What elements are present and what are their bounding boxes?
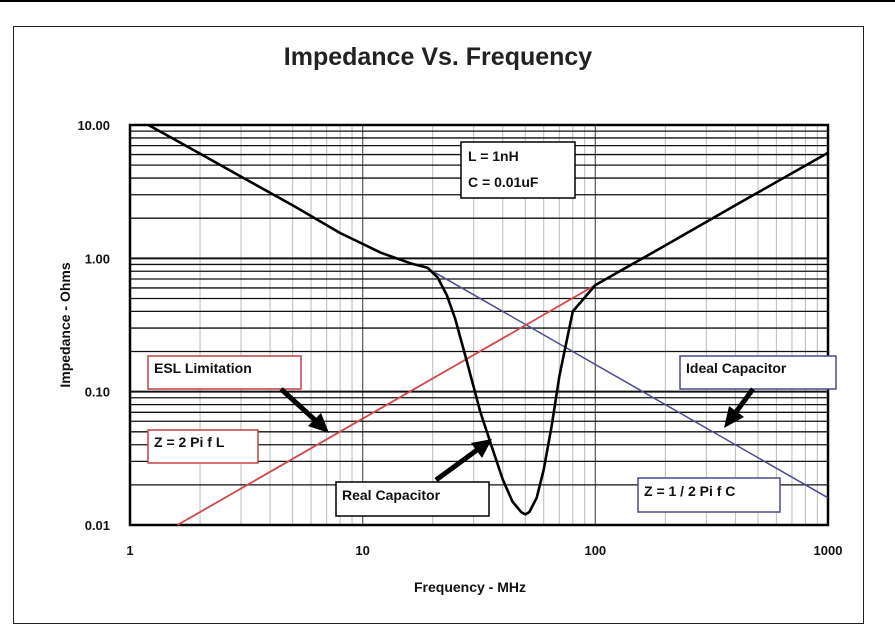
esl-formula-box	[147, 429, 259, 464]
ideal-arrow-head	[724, 406, 744, 428]
y-tick-label: 10.00	[77, 118, 110, 133]
real-capacitor-curve	[147, 123, 829, 516]
grid	[130, 125, 828, 525]
ideal-formula-label: Z = 1 / 2 Pi f C	[644, 483, 735, 499]
lc-value-box	[460, 141, 576, 199]
esl-limitation-line	[177, 284, 596, 526]
ideal-capacitor-label: Ideal Capacitor	[686, 360, 787, 376]
real-capacitor-box	[335, 481, 490, 517]
y-axis-label: Impedance - Ohms	[57, 262, 73, 387]
x-tick-label: 1000	[814, 543, 843, 558]
x-tick-label: 1	[126, 543, 133, 558]
ideal-capacitor-line	[432, 270, 829, 499]
chart-title: Impedance Vs. Frequency	[284, 43, 593, 71]
real-arrow-shaft	[434, 447, 479, 483]
x-tick-label: 10	[355, 543, 369, 558]
capacitance-label: C = 0.01uF	[468, 174, 539, 190]
inductance-label: L = 1nH	[468, 148, 519, 164]
x-tick-label: 100	[584, 543, 606, 558]
plot-border	[128, 123, 830, 527]
esl-limitation-label: ESL Limitation	[154, 360, 252, 376]
ideal-formula-box	[637, 477, 781, 513]
top-rule	[0, 0, 895, 2]
real-capacitor-label: Real Capacitor	[342, 487, 441, 503]
x-axis-label: Frequency - MHz	[414, 579, 526, 595]
y-tick-label: 0.01	[85, 518, 110, 533]
esl-formula-label: Z = 2 Pi f L	[154, 434, 225, 450]
esl-limitation-box	[147, 355, 302, 390]
tick-labels: 1 10 100 1000 10.00 1.00 0.10 0.01	[77, 118, 842, 558]
ideal-arrow-shaft	[733, 387, 756, 414]
y-tick-label: 0.10	[85, 385, 110, 400]
real-arrow-head	[471, 439, 492, 458]
esl-arrow-head	[308, 413, 329, 433]
esl-arrow-shaft	[279, 387, 317, 422]
ideal-capacitor-box	[679, 355, 837, 390]
y-tick-label: 1.00	[85, 251, 110, 266]
